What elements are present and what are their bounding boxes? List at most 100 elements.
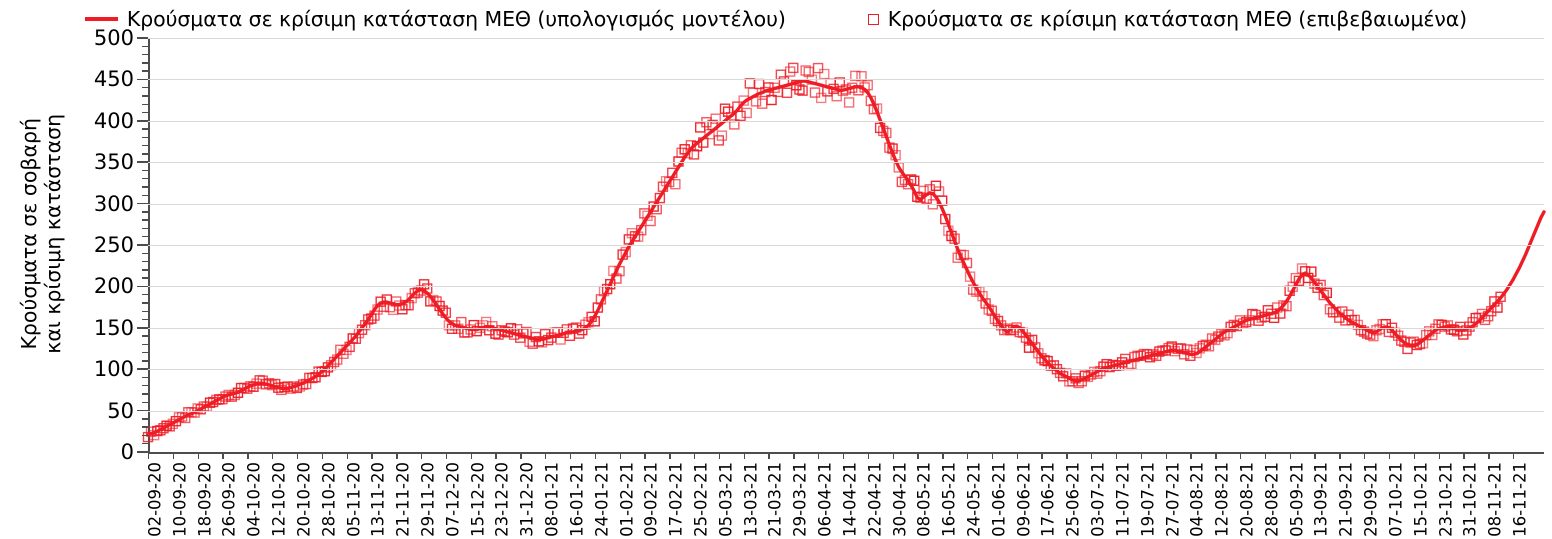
x-axis-tick [172, 452, 175, 459]
y-axis-minor-tick [142, 194, 148, 196]
y-axis-major-tick [137, 244, 148, 246]
x-axis-tick-label: 22-04-21 [865, 462, 885, 537]
y-axis-minor-tick [142, 70, 148, 72]
x-axis-tick [1215, 452, 1217, 459]
data-marker [648, 201, 659, 212]
x-axis-tick [445, 452, 448, 459]
x-axis-line [148, 452, 1544, 454]
x-axis-tick [842, 452, 845, 459]
y-axis-major-tick [137, 285, 148, 288]
x-axis-tick-label: 09-02-21 [641, 462, 661, 537]
x-axis-tick [669, 452, 671, 459]
gridline [148, 120, 1544, 122]
x-axis-tick [1190, 452, 1192, 459]
x-axis-tick-label: 03-07-21 [1088, 462, 1108, 537]
x-axis-tick [1041, 452, 1043, 459]
gridline [148, 162, 1544, 164]
data-marker [781, 87, 793, 98]
x-axis-tick-label: 31-12-20 [517, 462, 537, 537]
legend-label-model: Κρούσματα σε κρίσιμη κατάσταση ΜΕΘ (υπολ… [126, 7, 786, 31]
x-axis-tick [1016, 452, 1018, 459]
data-marker [620, 246, 631, 258]
y-axis-minor-tick [142, 293, 148, 296]
data-marker [766, 94, 777, 106]
data-marker [471, 325, 483, 337]
x-axis-tick [917, 452, 919, 459]
x-axis-tick-label: 13-11-20 [368, 462, 388, 537]
y-axis-minor-tick [142, 111, 148, 114]
x-axis-tick-label: 08-11-21 [1485, 462, 1505, 537]
x-axis-tick [1140, 452, 1143, 459]
y-axis-minor-tick [142, 186, 148, 188]
x-axis-tick [594, 452, 597, 459]
gridline [148, 203, 1544, 205]
y-axis-minor-tick [142, 269, 148, 271]
data-series-layer [142, 62, 1546, 443]
x-axis-tick-label: 29-03-21 [790, 462, 810, 537]
data-marker [688, 149, 700, 160]
x-axis-tick [991, 452, 994, 459]
x-axis-tick-label: 14-04-21 [840, 462, 860, 537]
y-axis-minor-tick [142, 351, 148, 354]
legend-line-swatch [84, 17, 118, 21]
data-marker [1318, 289, 1329, 301]
data-marker [986, 305, 998, 316]
x-axis-tick-label: 28-10-20 [319, 462, 339, 537]
y-axis-tick-label: 150 [93, 315, 134, 340]
data-marker [812, 62, 824, 74]
data-marker [642, 210, 653, 221]
y-axis-minor-tick [142, 136, 148, 139]
x-axis-tick-label: 25-06-21 [1063, 462, 1083, 537]
legend-item-model[interactable]: Κρούσματα σε κρίσιμη κατάσταση ΜΕΘ (υπολ… [84, 7, 786, 31]
x-axis-tick-label: 05-09-21 [1287, 462, 1307, 537]
legend-label-confirmed: Κρούσματα σε κρίσιμη κατάσταση ΜΕΘ (επιβ… [887, 7, 1468, 31]
y-axis-minor-tick [142, 62, 148, 64]
x-axis-tick-label: 10-09-20 [170, 462, 190, 537]
data-marker [784, 66, 796, 77]
data-marker [741, 107, 752, 119]
x-axis-tick-labels: 02-09-20 10-09-20 18-09-20 26-09-20 04-10-20… [0, 462, 1552, 539]
x-axis-tick-label: 27-07-21 [1163, 462, 1183, 537]
x-axis-tick [867, 452, 870, 459]
x-axis-tick-label: 30-04-21 [890, 462, 910, 537]
y-axis-major-tick [137, 120, 148, 122]
gridline [148, 286, 1544, 288]
x-axis-tick-label: 24-01-21 [592, 462, 612, 537]
data-marker [980, 298, 991, 309]
y-axis-minor-tick [142, 260, 148, 263]
x-axis-tick-label: 04-08-21 [1187, 462, 1207, 537]
y-axis-tick-label: 200 [93, 274, 134, 299]
legend-item-confirmed[interactable]: Κρούσματα σε κρίσιμη κατάσταση ΜΕΘ (επιβ… [867, 7, 1468, 31]
x-axis-tick-label: 17-06-21 [1038, 462, 1058, 537]
x-axis-tick [247, 452, 249, 459]
data-marker [1185, 350, 1196, 362]
y-axis-minor-tick [142, 385, 148, 387]
x-axis-tick-label: 16-05-21 [939, 462, 959, 537]
x-axis-tick-label: 13-09-21 [1311, 462, 1331, 537]
y-axis-minor-tick [142, 335, 148, 337]
x-axis-tick-label: 01-06-21 [989, 462, 1009, 537]
data-marker [775, 69, 787, 80]
x-axis-tick-label: 06-04-21 [815, 462, 835, 537]
data-marker [1352, 319, 1364, 331]
data-marker [1495, 291, 1506, 303]
y-axis-minor-tick [142, 53, 148, 56]
y-axis-tick-label: 450 [93, 67, 134, 92]
x-axis-tick [495, 452, 497, 459]
y-axis-minor-tick [142, 443, 148, 445]
x-axis-tick [1264, 452, 1267, 459]
data-marker [1278, 300, 1289, 311]
data-marker [710, 113, 721, 124]
data-marker [797, 85, 808, 96]
x-axis-tick-label: 23-12-20 [492, 462, 512, 537]
chart-legend: Κρούσματα σε κρίσιμη κατάσταση ΜΕΘ (υπολ… [0, 4, 1552, 34]
x-axis-tick-label: 11-07-21 [1113, 462, 1133, 537]
data-marker [809, 87, 821, 98]
x-axis-tick-label: 08-01-21 [542, 462, 562, 537]
x-axis-tick-label: 19-07-21 [1138, 462, 1158, 537]
x-axis-tick-label: 28-08-21 [1262, 462, 1282, 537]
y-axis-tick-label: 500 [93, 26, 134, 50]
x-axis-tick-label: 16-01-21 [567, 462, 587, 537]
data-marker [1299, 266, 1311, 277]
data-marker [1073, 377, 1084, 389]
